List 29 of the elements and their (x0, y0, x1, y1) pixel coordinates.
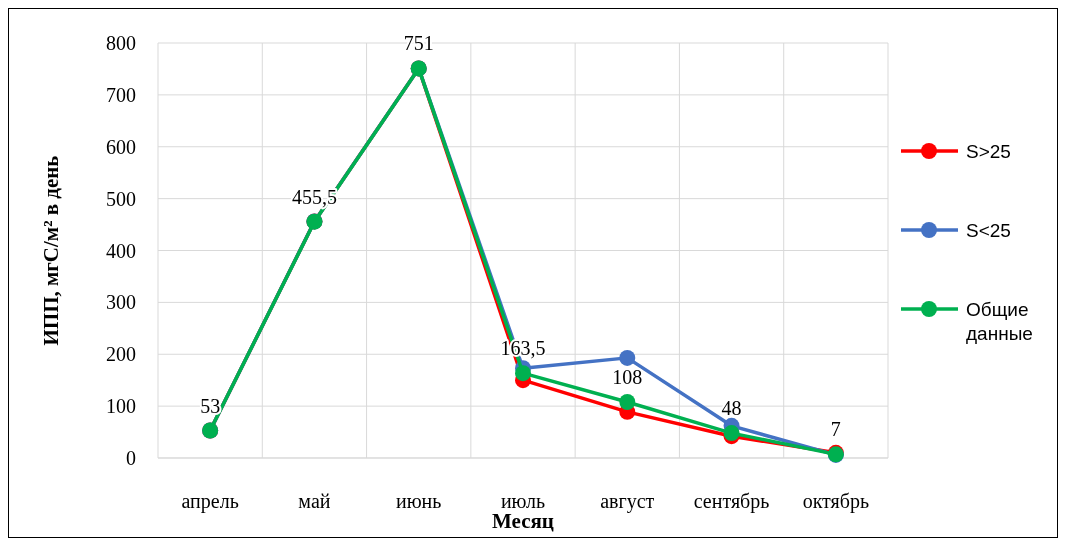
legend-label: S>25 (966, 140, 1011, 162)
y-tick-label: 400 (106, 239, 136, 262)
point (619, 393, 636, 410)
x-tick-label: октябрь (802, 490, 870, 513)
y-axis-title: ИПП, мгС/м² в день (39, 155, 63, 346)
x-axis-title: Месяц (492, 509, 554, 533)
y-tick-label: 300 (106, 291, 136, 314)
data-label: 108 (612, 365, 643, 388)
x-tick-label: июнь (395, 490, 442, 512)
y-tick-label: 0 (126, 447, 136, 469)
x-tick-label: август (600, 490, 655, 513)
point (515, 365, 531, 382)
y-tick-label: 200 (106, 343, 136, 366)
legend-label: Общие данные (966, 298, 1033, 345)
point (619, 349, 636, 366)
legend-label: S<25 (966, 219, 1011, 241)
y-tick-label: 800 (106, 32, 136, 54)
data-label: 751 (403, 32, 434, 55)
y-tick-label: 100 (106, 395, 136, 418)
data-label: 7 (830, 418, 841, 441)
x-tick-label: апрель (181, 490, 239, 513)
x-tick-label: май (298, 490, 331, 512)
data-label: 53 (200, 394, 221, 417)
y-tick-label: 500 (106, 187, 136, 210)
y-tick-label: 700 (106, 83, 136, 106)
x-tick-label: сентябрь (693, 490, 770, 513)
x-tick-label: июль (500, 490, 546, 512)
y-tick-label: 600 (106, 135, 136, 158)
data-label: 48 (721, 397, 742, 420)
